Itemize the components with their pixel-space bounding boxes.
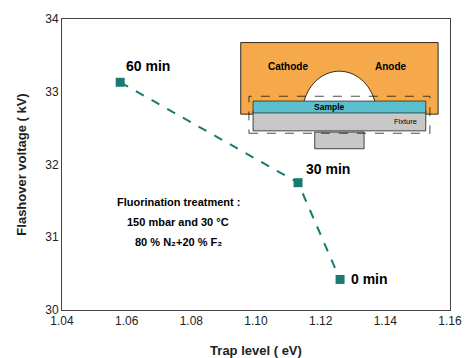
- svg-text:1.04: 1.04: [50, 314, 74, 328]
- svg-text:1.12: 1.12: [309, 314, 333, 328]
- svg-text:1.06: 1.06: [115, 314, 139, 328]
- svg-text:0 min: 0 min: [351, 271, 388, 287]
- svg-text:1.08: 1.08: [180, 314, 204, 328]
- svg-text:30 min: 30 min: [306, 161, 350, 177]
- svg-text:60 min: 60 min: [126, 58, 170, 74]
- svg-text:1.16: 1.16: [438, 314, 462, 328]
- svg-text:150 mbar and 30 °C: 150 mbar and 30 °C: [127, 216, 229, 228]
- svg-text:Cathode: Cathode: [268, 61, 308, 72]
- svg-text:30: 30: [45, 303, 59, 317]
- svg-text:Sample: Sample: [314, 102, 345, 112]
- svg-text:1.10: 1.10: [244, 314, 268, 328]
- svg-text:32: 32: [45, 158, 59, 172]
- svg-text:34: 34: [45, 12, 59, 26]
- svg-text:Trap level ( eV): Trap level ( eV): [210, 343, 302, 358]
- svg-text:80 % N₂+20 % F₂: 80 % N₂+20 % F₂: [135, 236, 222, 248]
- svg-text:Flashover voltage ( kV): Flashover voltage ( kV): [14, 93, 29, 235]
- svg-text:Fixture: Fixture: [394, 117, 417, 126]
- svg-text:Anode: Anode: [375, 61, 407, 72]
- svg-text:Fluorination treatment :: Fluorination treatment :: [117, 196, 240, 208]
- svg-text:1.14: 1.14: [374, 314, 398, 328]
- svg-text:31: 31: [45, 230, 59, 244]
- svg-text:33: 33: [45, 85, 59, 99]
